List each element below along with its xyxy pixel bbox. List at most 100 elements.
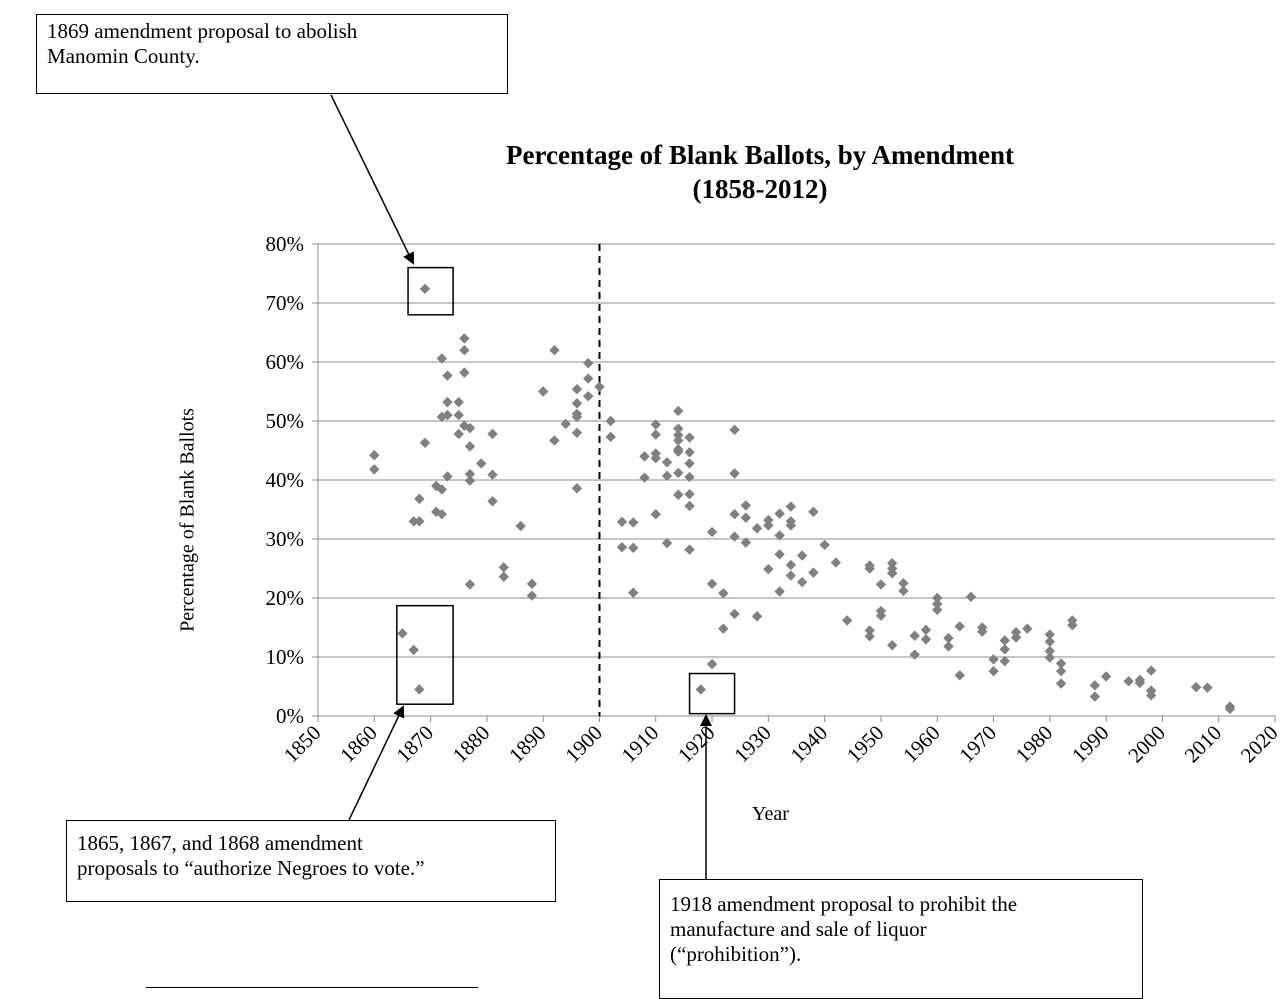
data-point [932,598,943,610]
arrow-manomin [330,94,415,265]
data-point [1145,690,1157,701]
data-point [740,500,752,511]
data-point [774,586,785,597]
data-point [875,610,887,621]
data-point [571,398,583,409]
data-point [414,684,425,695]
data-point [442,471,453,482]
data-point [549,435,560,446]
x-tick-label: 1920 [673,721,720,768]
data-point [740,512,752,523]
highlight-boxes [396,266,736,715]
x-tick-label: 1910 [617,721,664,768]
data-point [498,562,509,573]
data-point [864,631,875,642]
callout-negro-suffrage: 1865, 1867, and 1868 amendment proposals… [66,820,556,902]
data-point [537,386,549,397]
x-tick-label: 1860 [335,721,382,768]
data-point [464,468,476,480]
callout-arrows [330,94,712,879]
data-point [887,640,898,651]
data-point [661,457,673,468]
data-point [605,415,616,427]
data-point [453,409,464,421]
data-point [419,283,431,295]
data-point [988,654,999,665]
x-tick-label: 1870 [391,721,438,768]
data-point [487,496,498,507]
data-point [785,559,797,571]
data-point [988,665,999,677]
data-point [1134,677,1146,689]
data-point [943,641,954,652]
data-point [785,570,797,581]
data-point [695,684,706,695]
data-point [875,579,887,590]
data-point [616,542,628,553]
data-point [571,427,583,438]
chart-title-line: (1858-2012) [692,174,828,204]
callout-line: 1918 amendment proposal to prohibit the [670,892,1018,916]
data-point [684,544,695,555]
data-point [583,373,594,384]
data-point [464,579,476,590]
data-point [476,458,487,469]
y-tick-label: 30% [266,527,305,551]
data-point [1055,678,1067,689]
data-point [1044,645,1056,657]
data-point [560,418,571,430]
data-point [571,411,583,423]
data-point [1202,682,1213,693]
y-tick-label: 10% [266,645,305,669]
data-point [774,549,785,560]
data-point [729,531,740,542]
data-point [1145,665,1157,676]
data-point [796,550,808,561]
callout-manomin-county: 1869 amendment proposal to abolish Manom… [36,14,508,94]
y-tick-labels: 0% 10% 20% 30% 40% 50% 60% 70% 80% [266,232,305,728]
data-point [673,423,684,434]
data-point [571,383,583,395]
highlight-box [407,266,454,316]
data-point [1190,681,1202,693]
data-point [369,450,380,461]
data-point [1067,619,1078,631]
data-point [628,587,639,598]
data-point [864,563,875,574]
data-point [729,608,740,620]
data-point [684,447,695,458]
data-point [729,509,740,520]
data-point [729,468,740,479]
data-point [453,396,464,408]
data-point [1055,658,1067,669]
callout-line: (“prohibition”). [670,942,802,966]
y-axis-label: Percentage of Blank Ballots [176,408,199,632]
data-point [729,424,740,436]
data-point [442,370,453,381]
x-tick-label: 1930 [729,721,776,768]
x-tick-label: 2000 [1123,721,1170,768]
data-point [932,604,943,615]
data-point [898,578,909,589]
data-point [909,649,920,660]
data-point [650,429,661,440]
data-point [920,624,932,636]
data-point [498,571,509,582]
arrow-negroes [348,705,405,821]
data-point [673,405,684,417]
data-point [571,483,583,494]
data-point [459,333,470,344]
data-point [369,464,380,475]
data-point [673,489,684,500]
callout-prohibition: 1918 amendment proposal to prohibit the … [659,879,1143,999]
data-point [999,635,1010,646]
data-point [1089,680,1101,691]
data-point [628,517,639,528]
x-tick-label: 2020 [1236,721,1282,768]
data-point [673,467,684,479]
data-point [459,367,470,378]
data-point [718,623,729,634]
data-point [684,488,695,500]
data-point [785,501,797,512]
